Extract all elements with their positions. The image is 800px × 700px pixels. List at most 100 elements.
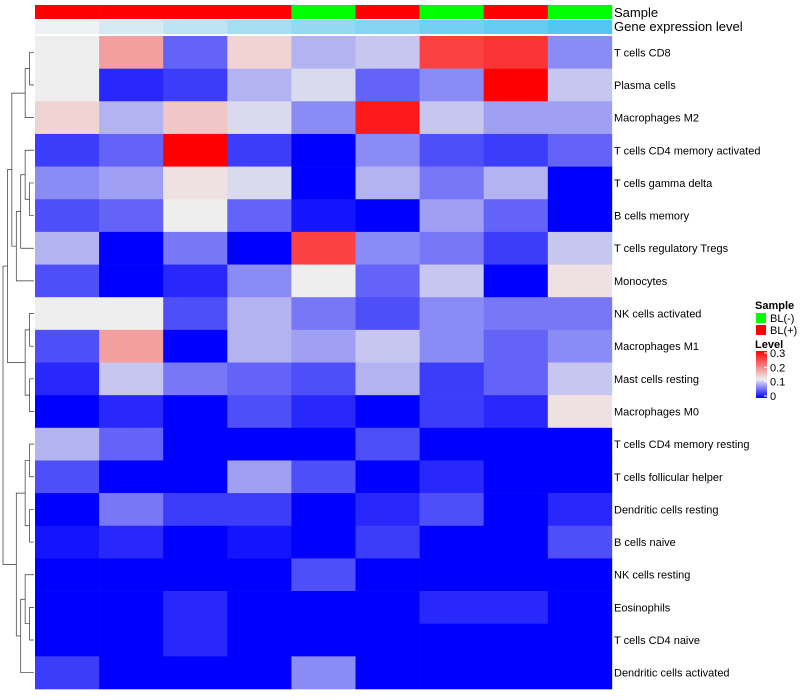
heatmap-cell <box>291 493 356 527</box>
heatmap-cell <box>355 264 420 298</box>
sample-annotation-title: Sample <box>614 5 658 20</box>
heatmap-cell <box>291 362 356 396</box>
heatmap-cell <box>99 362 164 396</box>
heatmap-cell <box>35 329 100 363</box>
heatmap-cell <box>227 68 292 102</box>
heatmap-cell <box>163 395 228 429</box>
level-legend-tick-label: 0.1 <box>770 377 785 389</box>
heatmap-cell <box>35 231 100 265</box>
heatmap-cell <box>355 427 420 461</box>
heatmap-cell <box>291 264 356 298</box>
heatmap-cell <box>547 199 613 233</box>
sample-legend-title: Sample <box>755 300 794 312</box>
dendrogram-branch <box>29 313 34 347</box>
row-label: Monocytes <box>614 276 668 288</box>
row-label: B cells memory <box>614 211 690 223</box>
dendrogram-branch <box>24 149 34 200</box>
row-label: NK cells activated <box>614 309 701 321</box>
sample-annotation-cell <box>227 5 292 19</box>
heatmap-cell <box>355 460 420 494</box>
heatmap-cell <box>291 591 356 624</box>
sample-legend-label: BL(-) <box>770 313 794 325</box>
heatmap-cell <box>547 264 613 298</box>
heatmap-cell <box>355 493 420 527</box>
heatmap-cell <box>163 591 228 624</box>
heatmap-cell <box>291 395 356 429</box>
dendrogram-branch <box>20 174 34 249</box>
sample-annotation-cell <box>99 5 164 19</box>
heatmap-cell <box>291 101 356 135</box>
gene-expression-annotation-cell <box>99 20 164 34</box>
heatmap-cell <box>291 166 356 200</box>
heatmap-cell <box>227 558 292 592</box>
heatmap-cell <box>419 329 484 363</box>
heatmap-cell <box>291 427 356 461</box>
heatmap-cell <box>99 166 164 200</box>
heatmap-cell <box>227 231 292 265</box>
heatmap-cell <box>291 558 356 592</box>
heatmap-cell <box>291 623 356 657</box>
heatmap-cell <box>35 68 100 102</box>
heatmap-cell <box>99 591 164 624</box>
row-dendrogram <box>2 51 34 674</box>
heatmap-cell <box>291 231 356 265</box>
heatmap-cell <box>547 656 613 690</box>
heatmap-cell <box>355 558 420 592</box>
heatmap-cell <box>227 133 292 167</box>
heatmap-cell <box>99 460 164 494</box>
dendrogram-branch <box>29 443 34 478</box>
heatmap-cell <box>99 101 164 135</box>
heatmap-cell <box>547 591 613 624</box>
heatmap-cell <box>291 36 356 69</box>
heatmap-cell <box>419 493 484 527</box>
heatmap-cell <box>547 329 613 363</box>
heatmap-cell <box>35 395 100 429</box>
heatmap-cell <box>227 36 292 69</box>
heatmap-cell <box>483 68 549 102</box>
heatmap-cell <box>163 36 228 69</box>
row-label: T cells CD4 memory activated <box>614 145 761 157</box>
heatmap-cell <box>35 460 100 494</box>
row-label: B cells naive <box>614 537 676 549</box>
heatmap-cell <box>163 199 228 233</box>
heatmap-cell <box>99 656 164 690</box>
heatmap-cell <box>419 264 484 298</box>
row-label: T cells CD4 memory resting <box>614 439 750 451</box>
heatmap-cell <box>547 623 613 657</box>
heatmap-cell <box>291 656 356 690</box>
heatmap-cell <box>483 525 549 559</box>
heatmap-cell <box>227 623 292 657</box>
heatmap-cell <box>419 656 484 690</box>
heatmap-cell <box>163 623 228 657</box>
column-annotations <box>35 5 613 34</box>
heatmap-cell <box>483 362 549 396</box>
heatmap-cell <box>483 558 549 592</box>
heatmap-cell <box>419 623 484 657</box>
heatmap-cell <box>227 101 292 135</box>
heatmap-cell <box>227 264 292 298</box>
sample-annotation-cell <box>547 5 613 19</box>
dendrogram-branch <box>20 598 34 674</box>
heatmap-cell <box>483 133 549 167</box>
heatmap-cell <box>547 362 613 396</box>
heatmap-cell <box>483 493 549 527</box>
heatmap-cell <box>419 36 484 69</box>
row-label: Mast cells resting <box>614 374 699 386</box>
heatmap-cell <box>483 623 549 657</box>
row-label: Dendritic cells resting <box>614 504 719 516</box>
gene-expression-annotation-cell <box>419 20 484 34</box>
heatmap-cell <box>163 101 228 135</box>
heatmap-cell <box>419 166 484 200</box>
heatmap-cell <box>483 591 549 624</box>
dendrogram-branch <box>29 509 34 543</box>
gene-expression-annotation-cell <box>35 20 100 34</box>
heatmap-cell <box>163 558 228 592</box>
row-label: Plasma cells <box>614 80 676 92</box>
gene-expression-annotation-cell <box>547 20 613 34</box>
heatmap-cell <box>35 558 100 592</box>
level-legend-tick-label: 0.2 <box>770 362 785 374</box>
heatmap-cell <box>355 525 420 559</box>
heatmap-cell <box>547 166 613 200</box>
heatmap-cell <box>163 493 228 527</box>
heatmap-cell <box>547 101 613 135</box>
